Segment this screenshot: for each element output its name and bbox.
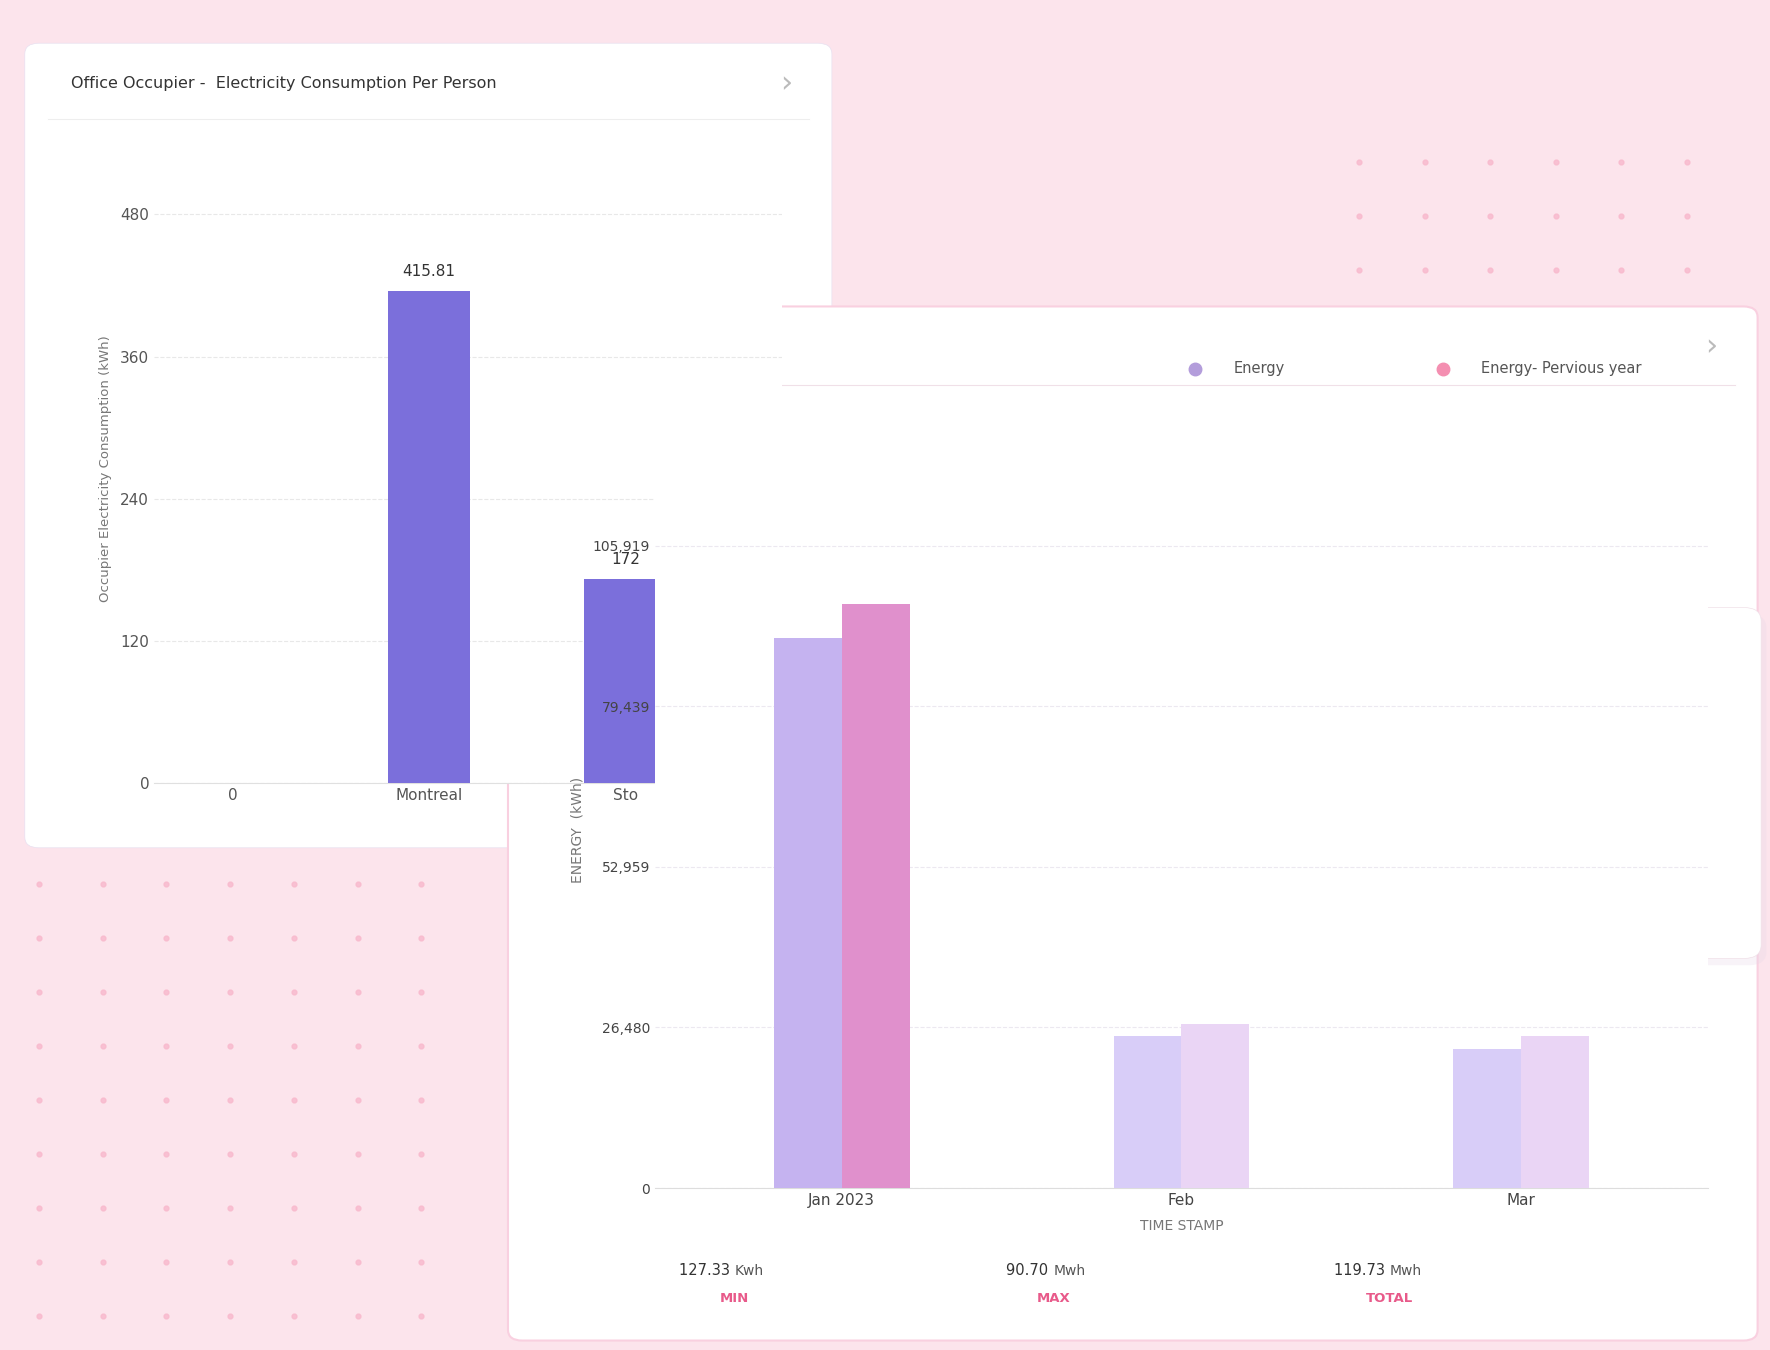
FancyBboxPatch shape	[1129, 626, 1209, 651]
Text: January 2023: January 2023	[1014, 655, 1168, 674]
Y-axis label: Occupier Electricity Consumption (kWh): Occupier Electricity Consumption (kWh)	[99, 336, 112, 602]
Bar	[584, 579, 667, 783]
Text: 119.73: 119.73	[1335, 1264, 1389, 1278]
Text: Mwh: Mwh	[1053, 1265, 1085, 1278]
Bar	[1113, 1037, 1182, 1188]
Text: ›: ›	[781, 69, 791, 99]
Text: MAX: MAX	[1035, 1292, 1071, 1305]
FancyBboxPatch shape	[970, 614, 1766, 965]
Text: 90.70: 90.70	[1007, 1264, 1053, 1278]
FancyBboxPatch shape	[1443, 626, 1522, 651]
Bar	[1182, 1025, 1250, 1188]
Bar	[1520, 1037, 1589, 1188]
Bar	[843, 605, 910, 1188]
FancyBboxPatch shape	[508, 306, 1758, 1341]
Text: Energy: Energy	[1234, 360, 1285, 377]
FancyBboxPatch shape	[25, 43, 832, 848]
Text: Mwh: Mwh	[1389, 1265, 1421, 1278]
FancyBboxPatch shape	[965, 608, 1761, 958]
Text: 96,289.70 kWh: 96,289.70 kWh	[1451, 784, 1604, 803]
Text: Annual  Energy Usage: Annual Energy Usage	[554, 338, 775, 356]
Y-axis label: ENERGY  (kWh): ENERGY (kWh)	[570, 778, 584, 883]
Bar	[1453, 1049, 1520, 1188]
Text: MIN: MIN	[720, 1292, 749, 1305]
Text: 172: 172	[611, 552, 639, 567]
Text: Kwh: Kwh	[735, 1265, 763, 1278]
Bar	[773, 639, 843, 1188]
Text: ▾5.81%: ▾5.81%	[1641, 722, 1701, 741]
X-axis label: TIME STAMP: TIME STAMP	[1140, 1219, 1223, 1233]
Text: TOTAL: TOTAL	[1366, 1292, 1412, 1305]
Text: 90,698.12 kWh: 90,698.12 kWh	[1451, 722, 1604, 741]
Text: ›: ›	[1706, 332, 1717, 362]
Text: 127.33: 127.33	[680, 1264, 735, 1278]
Text: Office Occupier -  Electricity Consumption Per Person: Office Occupier - Electricity Consumptio…	[71, 76, 496, 92]
Bar	[388, 290, 471, 783]
Text: Energy: Energy	[1085, 722, 1143, 741]
Text: 415.81: 415.81	[402, 263, 455, 278]
Text: Energy - Previous Year: Energy - Previous Year	[1085, 784, 1271, 803]
Text: Energy- Pervious year: Energy- Pervious year	[1481, 360, 1643, 377]
